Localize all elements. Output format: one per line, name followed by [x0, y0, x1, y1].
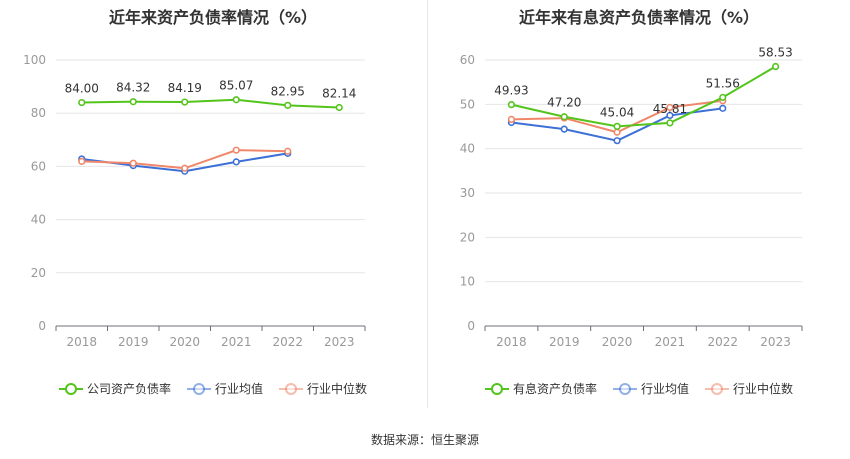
x-tick-label: 2022: [272, 335, 303, 349]
legend-swatch-dot: [64, 382, 77, 395]
x-tick-label: 2018: [496, 335, 527, 349]
data-point: [613, 137, 621, 145]
chart-panel-asset-liability: 近年来资产负债率情况（%） 0 20 40 60 80 100 2018 2019 2020 20…: [0, 0, 426, 410]
data-point: [181, 164, 189, 172]
x-tick-label: 2023: [324, 335, 355, 349]
legend-swatch: [484, 382, 509, 395]
legend-item[interactable]: 行业中位数: [705, 380, 793, 397]
legend-swatch-dot: [711, 382, 723, 395]
x-tick-label: 2020: [602, 335, 633, 349]
data-point: [284, 101, 292, 109]
data-label: 84.00: [65, 82, 99, 96]
legend-label: 行业中位数: [307, 382, 368, 396]
chart-legend: 有息资产负债率 行业均值 行业中位数: [428, 380, 850, 397]
legend-swatch-dot: [285, 382, 297, 395]
legend-item[interactable]: 公司资产负债率: [58, 380, 171, 397]
line-chart-interest-bearing-liability: 0 10 20 30 40 50 60 2018 2019 2020 2021 2022 2023 49.…: [460, 46, 803, 349]
y-tick-label: 40: [460, 142, 475, 156]
data-label: 85.07: [219, 79, 253, 93]
legend-item[interactable]: 有息资产负债率: [484, 380, 597, 397]
x-tick-label: 2021: [655, 335, 686, 349]
legend-item[interactable]: 行业中位数: [279, 380, 367, 397]
data-point: [560, 125, 568, 133]
legend-swatch: [58, 382, 83, 395]
y-tick-label: 60: [460, 53, 475, 67]
data-point: [666, 119, 674, 127]
legend-swatch: [612, 382, 637, 395]
data-label: 45.81: [653, 102, 687, 116]
data-label: 84.32: [116, 81, 150, 95]
data-point: [284, 147, 292, 155]
data-point: [335, 103, 343, 112]
chart-title: 近年来资产负债率情况（%）: [108, 8, 318, 27]
y-tick-label: 80: [31, 106, 46, 120]
legend-item[interactable]: 行业均值: [186, 380, 263, 397]
legend-swatch: [705, 382, 729, 395]
data-point: [232, 96, 240, 104]
x-tick-label: 2019: [118, 335, 149, 349]
data-label: 58.53: [758, 46, 792, 60]
legend-label: 行业均值: [640, 382, 689, 396]
data-label: 82.95: [271, 84, 305, 98]
x-tick-label: 2018: [66, 335, 97, 349]
data-label: 49.93: [494, 84, 528, 98]
legend-label: 行业均值: [214, 382, 263, 396]
data-point: [771, 62, 780, 71]
data-label: 82.14: [322, 87, 356, 101]
x-tick-label: 2023: [760, 335, 791, 349]
legend-swatch-dot: [618, 382, 631, 395]
data-point: [181, 98, 189, 106]
data-point: [78, 98, 86, 107]
y-tick-label: 40: [31, 213, 46, 227]
panel-divider: [427, 0, 428, 408]
x-tick-label: 2022: [707, 335, 738, 349]
data-point: [613, 122, 621, 130]
x-tick-label: 2021: [221, 335, 252, 349]
data-point: [129, 159, 137, 167]
data-point: [719, 93, 727, 102]
data-label: 45.04: [600, 105, 634, 119]
y-tick-label: 0: [467, 319, 475, 333]
y-tick-label: 10: [460, 275, 475, 289]
data-point: [232, 158, 240, 166]
data-point: [560, 113, 568, 121]
legend-item[interactable]: 行业均值: [612, 380, 689, 397]
y-tick-label: 0: [38, 319, 46, 333]
data-point: [666, 103, 674, 112]
chart-title: 近年来有息资产负债率情况（%）: [518, 8, 760, 27]
data-point: [78, 157, 86, 165]
y-tick-label: 100: [23, 53, 46, 67]
data-source-note: 数据来源：恒生聚源: [370, 433, 479, 447]
data-point: [507, 115, 516, 124]
y-tick-label: 20: [460, 230, 475, 244]
x-tick-label: 2020: [169, 335, 200, 349]
data-label: 84.19: [168, 81, 202, 95]
legend-label: 公司资产负债率: [86, 382, 171, 396]
y-tick-label: 20: [31, 266, 46, 280]
data-point: [719, 104, 727, 112]
x-tick-label: 2019: [549, 335, 580, 349]
data-label: 51.56: [706, 76, 740, 90]
series-line: [511, 65, 777, 128]
legend-label: 有息资产负债率: [512, 382, 597, 396]
y-tick-label: 60: [31, 159, 46, 173]
legend-swatch: [279, 382, 303, 395]
data-point: [507, 101, 516, 109]
data-point: [232, 146, 240, 154]
legend-swatch: [186, 382, 211, 395]
y-tick-label: 30: [460, 186, 475, 200]
legend-swatch-dot: [192, 382, 205, 395]
data-point: [666, 111, 674, 120]
legend-swatch-dot: [490, 382, 503, 395]
legend-label: 行业中位数: [733, 382, 794, 396]
line-chart-asset-liability: 0 20 40 60 80 100 2018 2019 2020 2021 2022 2023 84.0…: [23, 53, 366, 349]
chart-panel-interest-bearing-liability: 近年来有息资产负债率情况（%） 0 10 20 30 40 50 60 2018 2019 202…: [428, 0, 850, 410]
data-point: [613, 128, 621, 136]
y-tick-label: 50: [460, 97, 475, 111]
data-point: [129, 98, 137, 106]
chart-legend: 公司资产负债率 行业均值 行业中位数: [0, 380, 426, 397]
series-line: [81, 98, 340, 109]
data-label: 47.20: [547, 96, 581, 110]
